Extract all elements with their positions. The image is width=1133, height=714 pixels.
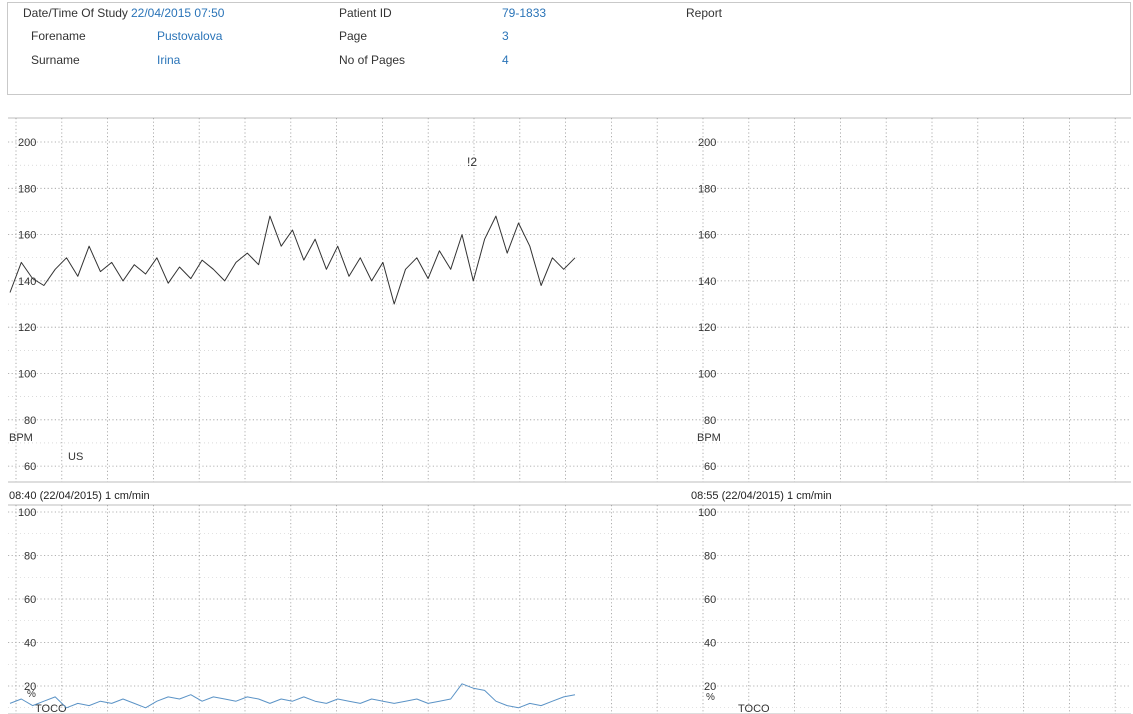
date-time-label: Date/Time Of Study (23, 6, 128, 20)
y-tick-label: 100 (18, 507, 36, 519)
date-time-value: 22/04/2015 07:50 (131, 6, 225, 20)
y-tick-label: 180 (698, 183, 716, 195)
bpm-unit-label: BPM (9, 432, 33, 444)
toco-label-right: TOCO (738, 703, 770, 714)
us-label: US (68, 451, 83, 463)
patient-id-label: Patient ID (339, 6, 392, 20)
y-tick-label: 180 (18, 183, 36, 195)
toco-trace-line (9, 683, 576, 709)
y-tick-label: 80 (24, 415, 36, 427)
report-header: Date/Time Of Study 22/04/2015 07:50 Fore… (7, 2, 1131, 95)
y-tick-label: 80 (704, 551, 716, 563)
pages-value: 4 (502, 53, 509, 67)
y-tick-label: 100 (698, 369, 716, 381)
y-tick-label: 100 (18, 369, 36, 381)
y-tick-label: 20 (704, 681, 716, 693)
y-tick-label: 20 (24, 681, 36, 693)
y-tick-label: 40 (704, 638, 716, 650)
y-tick-label: 120 (698, 322, 716, 334)
grid-lines (8, 117, 1131, 714)
page-label: Page (339, 29, 368, 43)
y-tick-label: 80 (704, 415, 716, 427)
fhr-trace-line (9, 215, 576, 305)
y-tick-label: 200 (18, 137, 36, 149)
y-tick-label: 40 (24, 638, 36, 650)
surname-value: Irina (157, 53, 181, 67)
y-tick-label: 60 (704, 594, 716, 606)
y-tick-label: 60 (704, 461, 716, 473)
bpm-unit-label-right: BPM (697, 432, 721, 444)
forename-label: Forename (31, 29, 86, 43)
y-tick-label: 160 (18, 230, 36, 242)
segment-time-label-right: 08:55 (22/04/2015) 1 cm/min (691, 490, 832, 502)
percent-unit-label: % (27, 689, 36, 700)
y-tick-label: 60 (24, 594, 36, 606)
event-marker-label: !2 (467, 155, 477, 169)
y-tick-label: 140 (698, 276, 716, 288)
y-tick-label: 80 (24, 551, 36, 563)
percent-unit-label-right: % (706, 692, 715, 703)
patient-id-value: 79-1833 (502, 6, 547, 20)
y-tick-label: 120 (18, 322, 36, 334)
y-tick-label: 140 (18, 276, 36, 288)
y-tick-label: 160 (698, 230, 716, 242)
surname-label: Surname (31, 53, 80, 67)
axis-labels: 200 180 160 140 120 100 80 60 200 180 160 140 120 100… (9, 137, 832, 714)
y-tick-label: 60 (24, 461, 36, 473)
report-label: Report (686, 6, 723, 20)
pages-label: No of Pages (339, 53, 406, 67)
y-tick-label: 100 (698, 507, 716, 519)
forename-value: Pustovalova (157, 29, 223, 43)
traces (9, 215, 576, 709)
segment-time-label: 08:40 (22/04/2015) 1 cm/min (9, 490, 150, 502)
page-value: 3 (502, 29, 509, 43)
toco-label: TOCO (35, 703, 67, 714)
y-tick-label: 200 (698, 137, 716, 149)
